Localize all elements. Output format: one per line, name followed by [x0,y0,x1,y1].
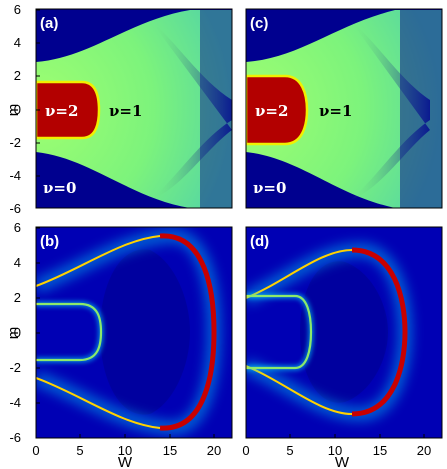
panel-d-inner-shade [300,261,388,403]
y-tick-label: 0 [14,325,21,340]
panel-b: (b) [35,226,233,439]
panel-c-label: (c) [250,15,268,32]
y-tick-label: -2 [9,135,21,150]
y-tick-label: -4 [9,395,21,410]
panel-d-inner-loop-halo [246,293,315,371]
x-tick-label: 0 [242,443,249,458]
panel-d: (d) [245,226,443,439]
y-tick-label: -2 [9,360,21,375]
panel-a-label: (a) [40,15,58,32]
y-tick-label: 0 [14,102,21,117]
panel-b-outer-ridge-thin-lower [36,377,161,429]
panel-b-outer-ridge-main [159,233,217,431]
panel-a-region-nu2: ν=2 [45,102,78,120]
panel-b-outer-ridge-thin [36,235,161,287]
y-tick-label: 4 [14,35,21,50]
y-tick-label: 2 [14,68,21,83]
panel-c: (c) ν=2 ν=1 ν=0 [245,8,443,209]
x-tick-label: 20 [207,443,221,458]
panel-c-region-nu0: ν=0 [253,179,286,197]
panel-d-outer-ridge-main [351,247,408,417]
x-axis-label: W [335,454,350,469]
y-tick-label: 2 [14,290,21,305]
panel-a-nu2-region [36,80,101,140]
panel-c-noise-edge [350,20,430,200]
panel-c-region-nu2: ν=2 [255,102,288,120]
panel-c-noise-band [400,9,442,208]
panel-d-outer-ridge-thin-lower [246,365,353,415]
panel-b-inner-loop-halo [36,301,105,363]
x-tick-label: 10 [328,443,342,458]
tick-marks [36,9,425,438]
y-tick-label: -6 [9,201,21,216]
y-tick-label: 6 [14,220,21,235]
panel-b-label: (b) [40,233,59,250]
x-tick-label: 0 [32,443,39,458]
panel-a-frame [35,8,233,209]
panel-c-frame [245,8,443,209]
y-tick-label: -6 [9,430,21,445]
panel-a-region-nu1: ν=1 [109,102,142,120]
y-axis-label: m [5,327,22,340]
x-tick-label: 10 [118,443,132,458]
y-tick-label: -4 [9,168,21,183]
panel-a-noise-edge [150,20,232,200]
x-tick-label: 20 [417,443,431,458]
y-axis-label: m [5,104,22,117]
axes: 6 4 2 0 -2 -4 -6 m 6 4 2 0 -2 -4 -6 m 0 … [5,2,431,469]
panel-a-noise-band [200,9,232,208]
x-tick-label: 15 [163,443,177,458]
panel-a-region-nu0: ν=0 [43,179,76,197]
y-tick-label: 6 [14,2,21,17]
x-tick-label: 5 [76,443,83,458]
x-tick-label: 5 [286,443,293,458]
panel-c-nu2-region [246,74,309,146]
panel-a: (a) ν=2 ν=1 ν=0 [35,8,233,209]
x-axis-label: W [118,454,133,469]
panel-d-outer-ridge-thin [246,249,353,299]
y-tick-label: 4 [14,255,21,270]
panel-d-label: (d) [250,233,269,250]
x-tick-label: 15 [373,443,387,458]
panel-d-frame [245,226,443,439]
panel-c-region-nu1: ν=1 [319,102,352,120]
panel-b-inner-shade [100,249,190,415]
